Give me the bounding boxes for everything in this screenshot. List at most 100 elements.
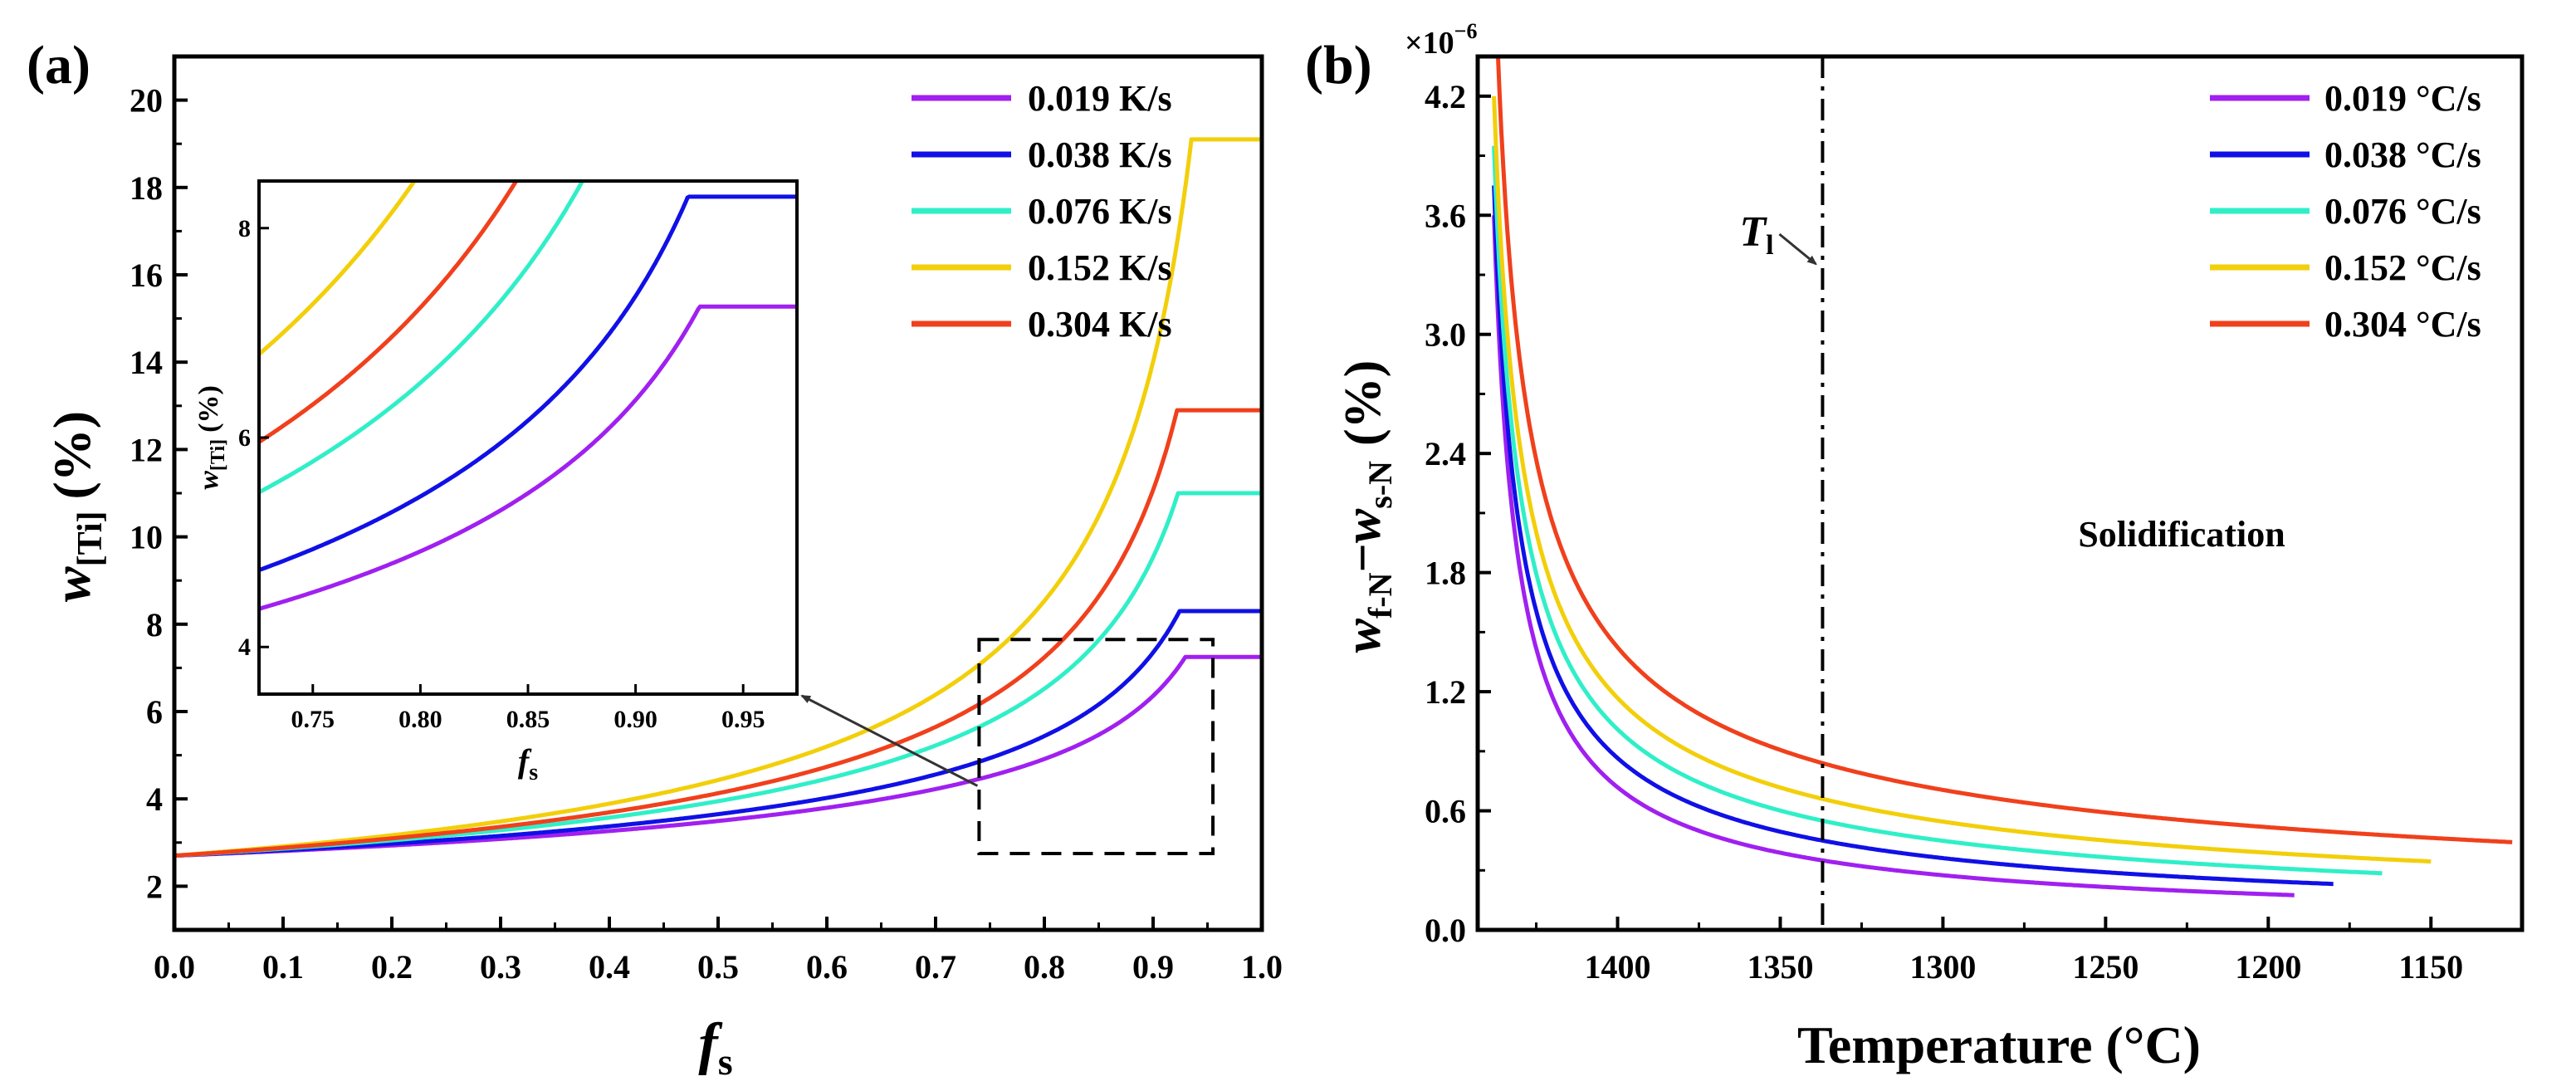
panel-b-y-ticks: 0.0 0.6 1.2 1.8 2.4 3.0 3.6 4.2	[1425, 78, 1491, 949]
x-tick-label: 0.3	[480, 948, 521, 986]
ylabel-unit: (%)	[42, 411, 101, 500]
series-line-b	[1492, 95, 2432, 864]
x-tick-label: 1300	[1909, 948, 1976, 986]
inset-x-tick-label: 0.95	[721, 706, 765, 733]
inset-xlabel: fs	[518, 742, 538, 785]
zoom-arrow	[800, 694, 979, 787]
y-tick-label: 0.6	[1425, 793, 1466, 830]
ylabel-main: w	[42, 566, 101, 602]
panel-b-series	[1492, 56, 2513, 898]
legend-label: 0.019 K/s	[1028, 78, 1172, 119]
x-tick-label: 0.0	[154, 948, 195, 986]
y-tick-label: 8	[146, 606, 163, 643]
y-tick-label: 10	[130, 519, 163, 556]
inset-series	[259, 181, 797, 611]
y-tick-label: 1.8	[1425, 555, 1466, 592]
legend-label: 0.038 K/s	[1028, 135, 1172, 175]
panel-a-label: (a)	[27, 35, 90, 95]
x-tick-label: 0.8	[1024, 948, 1065, 986]
series-line-inset	[259, 181, 585, 495]
y-tick-label: 1.2	[1425, 673, 1466, 711]
inset-x-tick-label: 0.90	[613, 706, 657, 733]
series-line-a	[174, 137, 1262, 859]
inset-x-tick-label: 0.85	[506, 706, 550, 733]
inset-background	[257, 179, 799, 696]
panel-b-x-ticks: 1400 1350 1300 1250 1200 1150	[1535, 917, 2463, 986]
panel-b-frame	[1475, 54, 2525, 932]
inset-y-tick-label: 6	[238, 424, 251, 452]
y-tick-label: 18	[130, 169, 163, 207]
series-line-b	[1495, 56, 2513, 844]
inset-y-ticks: 4 6 8	[238, 215, 269, 661]
series-line-b	[1492, 185, 2334, 887]
y-tick-label: 12	[130, 431, 163, 468]
legend-label: 0.038 °C/s	[2324, 135, 2481, 175]
y-tick-label: 3.6	[1425, 197, 1466, 234]
legend-label: 0.076 K/s	[1028, 191, 1172, 232]
series-line-inset	[259, 181, 418, 356]
legend-label: 0.304 K/s	[1028, 304, 1172, 345]
y-tick-label: 2.4	[1425, 435, 1466, 472]
inset-frame	[257, 179, 799, 696]
y-tick-label: 20	[130, 82, 163, 120]
x-tick-label: 0.1	[262, 948, 304, 986]
panel-b: (b) ×10−6 wf-N−ws-N(%) Temperature (°C) …	[1305, 19, 2525, 1074]
y-tick-label: 4.2	[1425, 78, 1466, 115]
y-tick-label: 6	[146, 693, 163, 731]
inset-plot: 0.75 0.80 0.85 0.90 0.95 4 6 8 w[Ti](%) fs	[193, 179, 799, 785]
x-tick-label: 1.0	[1241, 948, 1283, 986]
panel-b-label: (b)	[1305, 35, 1372, 95]
y-tick-label: 0.0	[1425, 912, 1466, 949]
x-tick-label: 0.7	[915, 948, 956, 986]
legend-label: 0.152 °C/s	[2324, 247, 2481, 288]
solidification-label: Solidification	[2078, 514, 2285, 555]
panel-a-y-ticks: 2 4 6 8 10 12 14 16 18 20	[130, 82, 188, 932]
y-tick-label: 4	[146, 780, 163, 818]
x-tick-label: 0.2	[371, 948, 413, 986]
series-line-b	[1492, 145, 2383, 876]
series-line-a	[174, 609, 1262, 859]
liquidus-arrow	[1778, 232, 1817, 266]
panel-a-legend: 0.019 K/s 0.038 K/s 0.076 K/s 0.152 K/s 0.30…	[912, 78, 1172, 345]
panel-a-ylabel: w[Ti] (%)	[42, 411, 110, 602]
panel-b-legend: 0.019 °C/s 0.038 °C/s 0.076 °C/s 0.152 °C/s…	[2210, 78, 2481, 345]
xlabel-sub: s	[718, 1040, 733, 1083]
liquidus-label: Tl	[1739, 208, 1773, 261]
y-tick-label: 3.0	[1425, 316, 1466, 354]
panel-a-series	[174, 137, 1262, 859]
inset-x-tick-label: 0.75	[291, 706, 335, 733]
inset-x-ticks: 0.75 0.80 0.85 0.90 0.95	[291, 684, 765, 733]
x-tick-label: 0.5	[697, 948, 739, 986]
panel-a-x-ticks: 0.0 0.1 0.2 0.3 0.4 0.5 0.6 0.7 0.8 0.9 1.0	[154, 917, 1283, 986]
legend-label: 0.019 °C/s	[2324, 78, 2481, 119]
x-tick-label: 1150	[2398, 948, 2463, 986]
x-tick-label: 0.6	[806, 948, 848, 986]
x-tick-label: 1400	[1585, 948, 1651, 986]
y-tick-label: 16	[130, 257, 163, 294]
x-tick-label: 1250	[2072, 948, 2139, 986]
series-line-inset	[259, 181, 519, 444]
legend-label: 0.152 K/s	[1028, 247, 1172, 288]
y-tick-label: 2	[146, 868, 163, 905]
panel-a-frame	[172, 54, 1264, 932]
series-line-inset	[259, 194, 797, 572]
y-tick-label: 14	[130, 344, 163, 381]
panel-b-ylabel: wf-N−ws-N(%)	[1335, 360, 1399, 653]
axis-multiplier: ×10−6	[1405, 19, 1477, 61]
x-tick-label: 0.4	[589, 948, 630, 986]
x-tick-label: 0.9	[1132, 948, 1174, 986]
zoom-box	[977, 638, 1215, 855]
legend-label: 0.304 °C/s	[2324, 304, 2481, 345]
series-line-a	[174, 408, 1262, 859]
panel-a: (a) w[Ti] (%) fs 0.0 0.1 0.2 0.3 0.4 0.5 0.6 0.7…	[27, 35, 1283, 1083]
series-line-inset	[259, 304, 797, 611]
ylabel-sub: [Ti]	[71, 511, 110, 567]
inset-x-tick-label: 0.80	[398, 706, 442, 733]
series-line-b	[1492, 215, 2295, 898]
legend-label: 0.076 °C/s	[2324, 191, 2481, 232]
panel-b-xlabel: Temperature (°C)	[1797, 1015, 2201, 1074]
inset-y-tick-label: 8	[238, 215, 251, 242]
x-tick-label: 1350	[1747, 948, 1813, 986]
inset-ylabel: w[Ti](%)	[193, 385, 229, 490]
